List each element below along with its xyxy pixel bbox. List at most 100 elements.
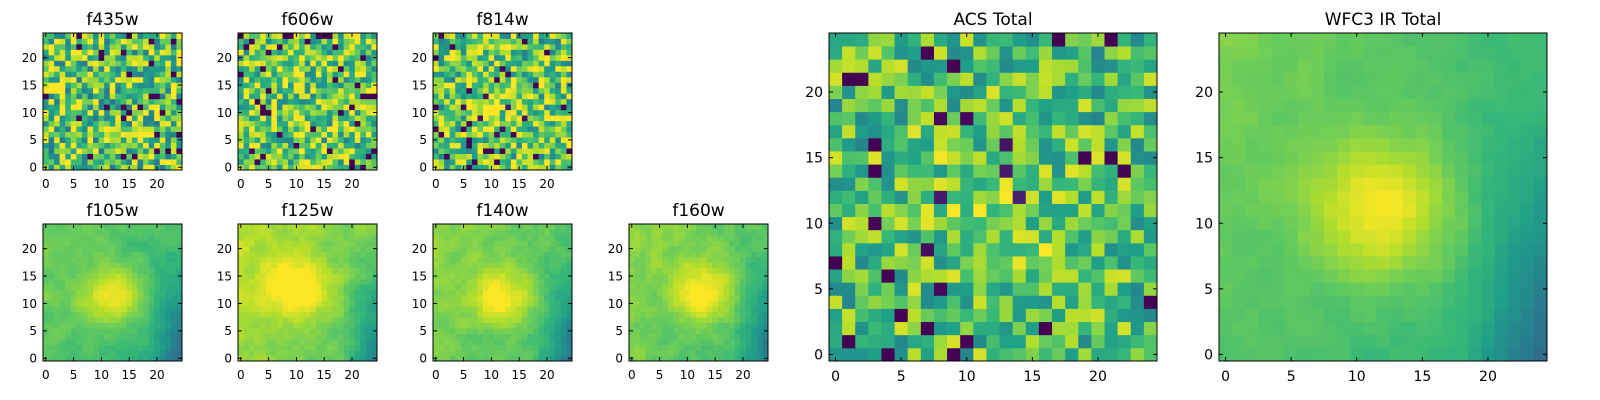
heatmap-cell — [65, 350, 72, 356]
heatmap-cell — [81, 49, 88, 56]
heatmap-cell — [651, 317, 658, 324]
heatmap-cell — [332, 245, 339, 252]
heatmap-cell — [494, 43, 501, 50]
heatmap-cell — [483, 267, 489, 274]
heatmap-cell — [148, 339, 155, 345]
heatmap-cell — [483, 60, 489, 67]
heatmap-cell — [254, 311, 261, 318]
heatmap-cell — [717, 267, 724, 274]
heatmap-cell — [560, 344, 567, 351]
heatmap-cell — [354, 43, 361, 50]
heatmap-cell — [1143, 321, 1158, 336]
heatmap-cell — [645, 311, 652, 318]
heatmap-cell — [126, 82, 133, 89]
heatmap-cell — [93, 224, 99, 230]
heatmap-cell — [326, 245, 333, 252]
heatmap-cell — [154, 234, 161, 241]
heatmap-cell — [131, 251, 138, 258]
heatmap-cell — [999, 295, 1014, 309]
heatmap-cell — [527, 54, 534, 61]
heatmap-cell — [521, 317, 528, 324]
heatmap-cell — [365, 262, 372, 269]
heatmap-cell — [260, 65, 267, 72]
heatmap-cell — [137, 38, 144, 45]
heatmap-cell — [176, 350, 183, 356]
heatmap-cell — [555, 98, 562, 105]
heatmap-cell — [354, 65, 361, 72]
heatmap-cell — [544, 142, 551, 149]
heatmap-cell — [438, 120, 445, 127]
heatmap-cell — [544, 82, 551, 89]
heatmap-cell — [310, 267, 317, 274]
heatmap-cell — [338, 295, 345, 302]
heatmap-cell — [315, 38, 322, 45]
heatmap-cell — [143, 267, 150, 274]
heatmap-cell — [881, 164, 895, 178]
heatmap-cell — [159, 251, 166, 258]
heatmap-cell — [165, 131, 172, 138]
heatmap-cell — [159, 322, 166, 329]
heatmap-cell — [115, 339, 122, 345]
heatmap-cell — [120, 306, 127, 313]
heatmap-cell — [466, 300, 473, 307]
heatmap-cell — [249, 60, 256, 67]
heatmap-cell — [326, 229, 333, 236]
heatmap-cell — [920, 177, 935, 191]
heatmap-cell — [460, 109, 467, 116]
heatmap-cell — [126, 234, 133, 241]
heatmap-cell — [143, 115, 150, 122]
heatmap-cell — [159, 278, 166, 285]
heatmap-cell — [304, 245, 311, 252]
heatmap-cell — [510, 54, 517, 61]
heatmap-cell — [76, 344, 83, 351]
heatmap-cell — [466, 333, 473, 340]
heatmap-cell — [332, 93, 339, 100]
heatmap-cell — [907, 164, 922, 178]
heatmap-cell — [76, 54, 83, 61]
heatmap-cell — [338, 328, 345, 334]
heatmap-cell — [477, 109, 484, 116]
heatmap-cell — [326, 224, 333, 230]
heatmap-cell — [148, 109, 155, 116]
heatmap-cell — [349, 300, 356, 307]
heatmap-cell — [154, 82, 161, 89]
heatmap-cell — [310, 240, 317, 247]
heatmap-cell — [544, 115, 551, 122]
heatmap-cell — [477, 60, 484, 67]
heatmap-cell — [310, 317, 317, 324]
heatmap-cell — [538, 153, 545, 160]
heatmap-cell — [499, 137, 506, 143]
heatmap-cell — [131, 317, 138, 324]
heatmap-cell — [338, 289, 345, 296]
heatmap-cell — [326, 38, 333, 45]
heatmap-cell — [137, 245, 144, 252]
heatmap-cell — [488, 267, 495, 274]
heatmap-cell — [717, 333, 724, 340]
heatmap-cell — [43, 115, 49, 122]
heatmap-cell — [265, 300, 272, 307]
heatmap-cell — [881, 177, 895, 191]
heatmap-cell — [679, 328, 685, 334]
heatmap-cell — [243, 115, 250, 122]
heatmap-cell — [667, 229, 674, 236]
heatmap-cell — [120, 322, 127, 329]
heatmap-cell — [488, 82, 495, 89]
heatmap-cell — [667, 251, 674, 258]
heatmap-cell — [120, 137, 127, 143]
heatmap-cell — [70, 93, 77, 100]
heatmap-cell — [544, 65, 551, 72]
heatmap-cell — [360, 120, 367, 127]
heatmap-cell — [673, 339, 680, 345]
heatmap-cell — [265, 229, 272, 236]
heatmap-cell — [505, 142, 512, 149]
heatmap-cell — [159, 284, 166, 291]
heatmap-cell — [299, 333, 306, 340]
heatmap-cell — [76, 267, 83, 274]
heatmap-cell — [516, 322, 523, 329]
heatmap-cell — [271, 109, 278, 116]
heatmap-cell — [154, 229, 161, 236]
heatmap-cell — [538, 350, 545, 356]
heatmap-cell — [98, 60, 105, 67]
heatmap-cell — [973, 256, 987, 270]
